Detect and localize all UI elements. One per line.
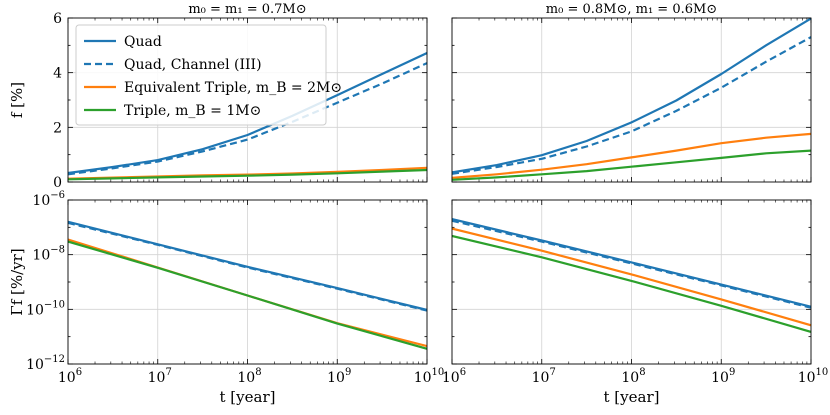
x-tick-label: 109 <box>711 367 735 386</box>
plot-frame <box>67 199 428 365</box>
plot-frame <box>451 17 812 183</box>
series-line-triple <box>68 168 427 181</box>
series-line-quad-channel <box>68 221 427 312</box>
x-tick-label: 108 <box>621 367 645 386</box>
series-line-triple <box>452 149 811 181</box>
y-axis-label: f [%] <box>8 82 26 118</box>
y-tick-label: 10−12 <box>26 354 65 373</box>
y-tick-label: 10−10 <box>26 299 65 318</box>
plot-frame <box>67 17 428 183</box>
x-tick-label: 107 <box>532 367 556 386</box>
y-tick-label: 4 <box>53 66 62 82</box>
legend-label-triple: Triple, m_B = 1M⊙ <box>124 103 261 119</box>
panel-title: m₀ = m₁ = 0.7M⊙ <box>188 2 306 17</box>
legend: Quad Quad, Channel (III) Equivalent Triple… <box>75 24 342 126</box>
series-line-quad-channel <box>452 36 811 175</box>
panel-title: m₀ = 0.8M⊙, m₁ = 0.6M⊙ <box>546 2 717 17</box>
y-tick-label: 6 <box>53 11 62 27</box>
x-tick-label: 108 <box>237 367 261 386</box>
x-tick-label: 107 <box>148 367 172 386</box>
panel-f-unequal-mass: m₀ = 0.8M⊙, m₁ = 0.6M⊙ <box>451 2 812 183</box>
y-axis-label: Γf [%/yr] <box>8 248 26 315</box>
panel-f-equal-mass: 0 2 4 6 m₀ = m₁ = 0.7M⊙ f [%] <box>8 2 428 191</box>
x-axis-label: t [year] <box>604 388 660 406</box>
legend-label-quad: Quad <box>124 34 162 50</box>
series-line-equiv-triple <box>452 227 811 327</box>
y-tick-label: 10−6 <box>32 190 65 209</box>
panel-rate-equal-mass: 106 107 108 109 1010 10−12 10−10 10−8 10−6 t [yea… <box>8 190 444 406</box>
series-line-triple <box>452 234 811 333</box>
x-axis-label: t [year] <box>220 388 276 406</box>
panel-rate-unequal-mass: 106 107 108 109 1010 t [year] <box>442 199 829 406</box>
plot-frame <box>451 199 812 365</box>
series-line-triple <box>68 240 427 350</box>
y-tick-label: 2 <box>53 120 62 136</box>
series-line-equiv-triple <box>452 132 811 179</box>
x-tick-label: 109 <box>327 367 351 386</box>
legend-label-equiv-triple: Equivalent Triple, m_B = 2M⊙ <box>124 80 342 96</box>
series-line-quad <box>452 18 811 174</box>
legend-label-quad-channel: Quad, Channel (III) <box>124 57 262 73</box>
series-line-quad <box>68 52 427 175</box>
legend-frame <box>75 24 327 126</box>
x-tick-label: 1010 <box>414 367 445 386</box>
series-line-quad-channel <box>68 62 427 176</box>
y-tick-label: 0 <box>53 175 62 191</box>
x-tick-label: 106 <box>442 367 466 386</box>
x-tick-label: 106 <box>58 367 82 386</box>
series-line-quad <box>452 218 811 308</box>
series-line-quad-channel <box>452 219 811 309</box>
y-tick-label: 10−8 <box>32 245 65 264</box>
x-tick-label: 1010 <box>798 367 829 386</box>
